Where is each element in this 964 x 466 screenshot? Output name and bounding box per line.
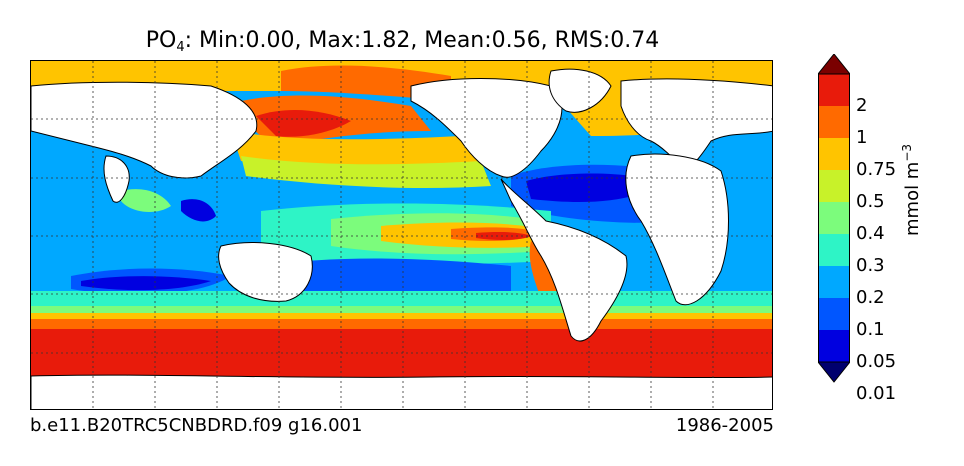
colorbar-segment [818,330,850,362]
colorbar-tick-label: 0.01 [856,383,897,404]
colorbar-tick-label: 0.2 [856,287,885,308]
colorbar-segment [818,266,850,298]
colorbar-tick-label: 0.3 [856,255,885,276]
colorbar-extend-max [818,54,850,75]
colorbar-tick-label: 0.05 [856,351,897,372]
colorbar-tick-label: 0.4 [856,223,885,244]
colorbar-segment [818,234,850,266]
colorbar-tick-label: 0.5 [856,191,885,212]
colorbar-segment [818,202,850,234]
colorbar-segment [818,138,850,170]
ocean-map [30,60,773,410]
colorbar-segment [818,298,850,330]
colorbar-tick-label: 2 [856,95,868,116]
colorbar [818,54,850,383]
period-label: 1986-2005 [675,415,774,436]
colorbar-segment [818,74,850,106]
case-name: b.e11.B20TRC5CNBDRD.f09 g16.001 [30,415,363,436]
colorbar-tick-label: 1 [856,127,868,148]
colorbar-extend-min [818,361,850,383]
colorbar-segment [818,106,850,138]
map-title: PO4: Min:0.00, Max:1.82, Mean:0.56, RMS:… [145,28,660,55]
colorbar-unit: mmol m−3 [900,143,923,236]
colorbar-segment [818,170,850,202]
colorbar-tick-label: 0.75 [856,159,897,180]
colorbar-tick-label: 0.1 [856,319,885,340]
